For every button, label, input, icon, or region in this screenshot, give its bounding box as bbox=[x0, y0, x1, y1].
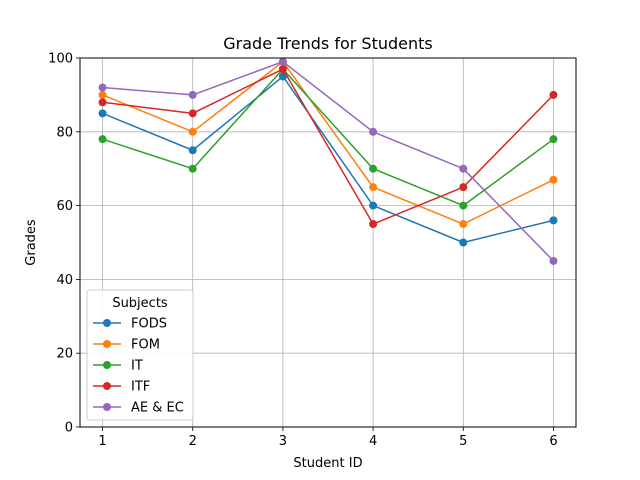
data-point bbox=[98, 83, 107, 92]
data-point bbox=[369, 183, 378, 192]
data-point bbox=[278, 65, 287, 74]
data-point bbox=[549, 216, 558, 225]
data-point bbox=[459, 183, 468, 192]
x-tick-label: 2 bbox=[189, 434, 197, 449]
y-tick-label: 20 bbox=[56, 347, 73, 362]
data-point bbox=[369, 127, 378, 136]
legend-marker bbox=[103, 403, 111, 411]
plot-frame bbox=[79, 57, 577, 428]
data-point bbox=[549, 135, 558, 144]
data-point bbox=[549, 256, 558, 265]
legend: Subjects FODS FOM IT ITF AE & EC bbox=[86, 289, 194, 421]
x-tick-label: 4 bbox=[369, 434, 377, 449]
data-point bbox=[459, 238, 468, 247]
data-point bbox=[188, 127, 197, 136]
series-group bbox=[98, 57, 558, 265]
data-point bbox=[549, 90, 558, 99]
legend-label: ITF bbox=[131, 380, 150, 395]
data-point bbox=[369, 201, 378, 210]
data-point bbox=[459, 220, 468, 229]
x-tick-label: 5 bbox=[459, 434, 467, 449]
y-tick-label: 80 bbox=[56, 125, 73, 140]
legend-label: FOM bbox=[131, 338, 160, 353]
x-tick-label: 3 bbox=[279, 434, 287, 449]
y-axis-label: Grades bbox=[24, 219, 39, 266]
data-point bbox=[98, 109, 107, 118]
series-line bbox=[102, 75, 554, 244]
data-point bbox=[369, 164, 378, 173]
data-point bbox=[188, 109, 197, 118]
x-axis-label: Student ID bbox=[293, 456, 362, 471]
legend-marker bbox=[103, 361, 111, 369]
data-point bbox=[278, 72, 287, 81]
legend-label: FODS bbox=[131, 317, 167, 332]
data-point bbox=[459, 164, 468, 173]
y-tick-label: 100 bbox=[48, 52, 73, 67]
data-point bbox=[549, 175, 558, 184]
y-tick-label: 60 bbox=[56, 199, 73, 214]
data-point bbox=[98, 90, 107, 99]
legend-label: AE & EC bbox=[131, 401, 184, 416]
data-point bbox=[188, 164, 197, 173]
data-point bbox=[98, 135, 107, 144]
chart-title: Grade Trends for Students bbox=[223, 34, 432, 53]
data-point bbox=[278, 57, 287, 66]
legend-title: Subjects bbox=[112, 296, 168, 311]
x-tick-label: 1 bbox=[98, 434, 106, 449]
series-line bbox=[102, 60, 554, 225]
series-line bbox=[102, 68, 554, 207]
legend-marker bbox=[103, 319, 111, 327]
legend-items: FODS FOM IT ITF AE & EC bbox=[93, 317, 184, 416]
legend-label: IT bbox=[131, 359, 143, 374]
data-point bbox=[459, 201, 468, 210]
series-line bbox=[102, 68, 554, 225]
data-point bbox=[98, 98, 107, 107]
x-tick-label: 6 bbox=[549, 434, 557, 449]
legend-marker bbox=[103, 382, 111, 390]
y-tick-label: 0 bbox=[65, 421, 73, 436]
data-point bbox=[188, 146, 197, 155]
series-line bbox=[102, 60, 554, 262]
data-point bbox=[188, 90, 197, 99]
data-point bbox=[369, 220, 378, 229]
legend-marker bbox=[103, 340, 111, 348]
y-tick-label: 40 bbox=[56, 273, 73, 288]
